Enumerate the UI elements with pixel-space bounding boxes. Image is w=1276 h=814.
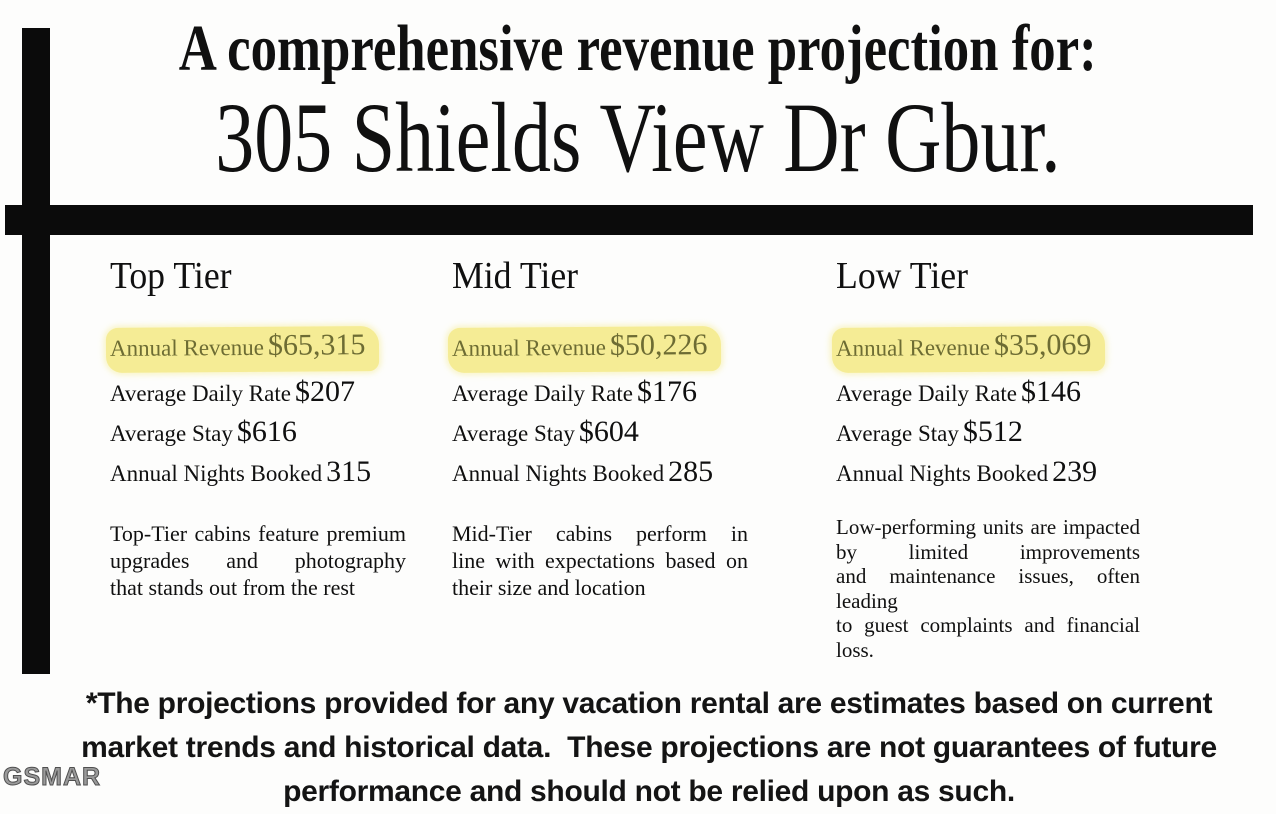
- description-line: Top-Tier cabins feature premium: [110, 521, 406, 546]
- stat-annual-nights-booked: Annual Nights Booked 315: [110, 455, 422, 494]
- stat-annual-revenue: Annual Revenue $50,226: [447, 326, 764, 373]
- stat-value: $146: [1020, 375, 1081, 408]
- description-line: to guest complaints and financial loss.: [836, 613, 1140, 662]
- stat-label: Average Daily Rate: [452, 381, 633, 406]
- page-title-address: 305 Shields View Dr Gbur.: [215, 82, 1061, 193]
- page-title-row: 305 Shields View Dr Gbur.: [0, 88, 1276, 188]
- description-line: upgrades and photography: [110, 548, 406, 573]
- stat-value: 315: [326, 455, 372, 488]
- stat-label: Annual Nights Booked: [836, 461, 1049, 486]
- stat-label: Annual Revenue: [109, 334, 265, 361]
- description-line: Low-performing units are impacted: [836, 515, 1140, 539]
- tier-heading-low: Low Tier: [836, 255, 968, 297]
- description-line: and maintenance issues, often leading: [836, 564, 1140, 613]
- stat-value: $176: [636, 375, 697, 408]
- tier-stats-low: Annual Revenue $35,069 Average Daily Rat…: [831, 326, 1148, 494]
- stat-value: $50,226: [609, 328, 708, 362]
- tier-heading-mid: Mid Tier: [452, 255, 579, 297]
- tier-column-low: Low Tier Annual Revenue $35,069 Average …: [831, 255, 1148, 662]
- description-line: their size and location: [452, 575, 646, 600]
- stat-label: Annual Nights Booked: [452, 461, 665, 486]
- stat-annual-revenue: Annual Revenue $65,315: [105, 326, 422, 373]
- stat-label: Average Stay: [110, 421, 233, 446]
- tier-column-top: Top Tier Annual Revenue $65,315 Average …: [105, 255, 422, 600]
- stat-value: 285: [668, 455, 714, 488]
- tier-stats-top: Annual Revenue $65,315 Average Daily Rat…: [105, 326, 422, 494]
- stat-value: 239: [1052, 455, 1098, 488]
- stat-label: Average Stay: [836, 421, 959, 446]
- vertical-bar-decoration: [22, 28, 50, 674]
- stat-average-daily-rate: Average Daily Rate $146: [836, 375, 1148, 414]
- tier-stats-mid: Annual Revenue $50,226 Average Daily Rat…: [447, 326, 764, 494]
- stat-value: $616: [236, 415, 297, 448]
- stat-annual-revenue: Annual Revenue $35,069: [831, 326, 1148, 373]
- stat-average-stay: Average Stay $604: [452, 415, 764, 454]
- stat-label: Average Daily Rate: [110, 381, 291, 406]
- stat-label: Annual Nights Booked: [110, 461, 323, 486]
- stat-average-daily-rate: Average Daily Rate $207: [110, 375, 422, 414]
- description-line: that stands out from the rest: [110, 575, 356, 600]
- tier-heading-top: Top Tier: [110, 255, 232, 297]
- revenue-highlight-marker: Annual Revenue $50,226: [447, 326, 722, 373]
- stat-label: Average Daily Rate: [836, 381, 1017, 406]
- stat-value: $65,315: [267, 328, 366, 362]
- tier-description-low: Low-performing units are impacted by lim…: [836, 515, 1140, 662]
- tier-description-mid: Mid-Tier cabins perform in line with exp…: [452, 520, 748, 601]
- page-subtitle: A comprehensive revenue projection for:: [179, 12, 1097, 85]
- page-subtitle-row: A comprehensive revenue projection for:: [0, 16, 1276, 82]
- stat-annual-nights-booked: Annual Nights Booked 239: [836, 455, 1148, 494]
- stat-value: $35,069: [993, 328, 1092, 362]
- stat-average-stay: Average Stay $512: [836, 415, 1148, 454]
- description-line: by limited improvements: [836, 539, 1140, 564]
- tier-description-top: Top-Tier cabins feature premium upgrades…: [110, 520, 406, 601]
- stat-label: Annual Revenue: [451, 334, 607, 361]
- horizontal-bar-decoration: [5, 205, 1253, 235]
- tier-column-mid: Mid Tier Annual Revenue $50,226 Average …: [447, 255, 764, 600]
- gsmar-watermark: GSMAR: [2, 763, 102, 792]
- disclaimer-line: *The projections provided for any vacati…: [85, 687, 1213, 720]
- stat-average-daily-rate: Average Daily Rate $176: [452, 375, 764, 414]
- revenue-highlight-marker: Annual Revenue $65,315: [105, 326, 380, 373]
- disclaimer-line: market trends and historical data. These…: [81, 731, 1217, 764]
- stat-label: Annual Revenue: [835, 334, 991, 361]
- disclaimer-text: *The projections provided for any vacati…: [0, 682, 1276, 814]
- stat-average-stay: Average Stay $616: [110, 415, 422, 454]
- stat-annual-nights-booked: Annual Nights Booked 285: [452, 455, 764, 494]
- stat-value: $604: [578, 415, 639, 448]
- disclaimer-line: performance and should not be relied upo…: [283, 775, 1015, 808]
- revenue-highlight-marker: Annual Revenue $35,069: [831, 326, 1106, 373]
- stat-label: Average Stay: [452, 421, 575, 446]
- description-line: line with expectations based on: [452, 548, 748, 573]
- stat-value: $207: [294, 375, 355, 408]
- stat-value: $512: [962, 415, 1023, 448]
- description-line: Mid-Tier cabins perform in: [452, 521, 748, 546]
